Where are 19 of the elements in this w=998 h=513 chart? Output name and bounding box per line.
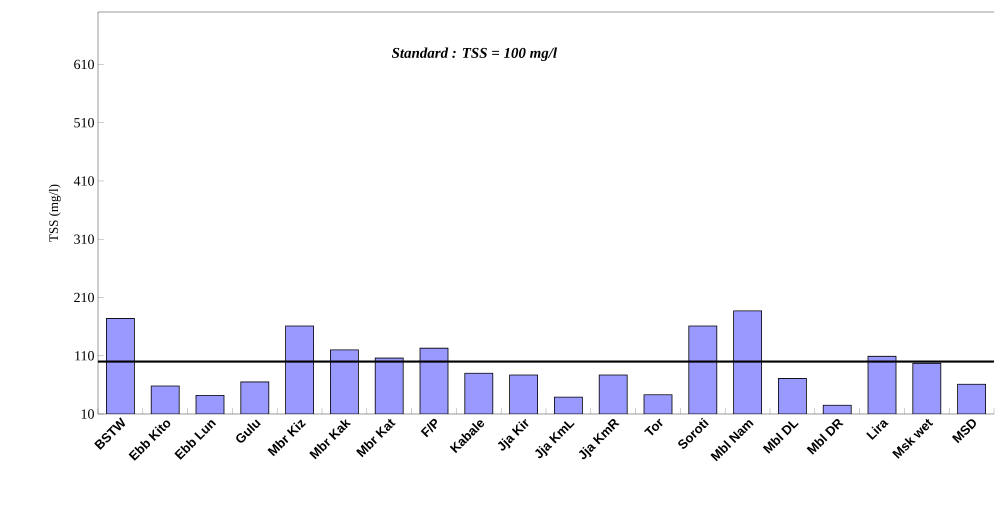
y-tick-label: 10 (82, 409, 94, 419)
x-tick-label: Mbr Kat (356, 418, 396, 458)
x-tick-label: Ebb Kito (128, 420, 170, 461)
x-tick-label: Mbl DR (806, 419, 844, 455)
x-tick-label: Mbr Kak (309, 419, 352, 460)
y-tick-label: 510 (74, 118, 94, 128)
x-tick-label: F/P (420, 418, 437, 438)
annotation: Standard : TSS = 100 mg/l (392, 47, 558, 61)
y-tick-label: 610 (74, 60, 94, 70)
y-tick-label: 210 (74, 292, 94, 302)
x-tick-label: Tor (644, 418, 663, 436)
y-axis-title: TSS (mg/l) (48, 184, 61, 242)
x-tick-label: Lira (866, 420, 889, 440)
y-tick-label: 410 (74, 176, 94, 186)
y-tick-label: 310 (74, 234, 94, 244)
x-tick-label: Jja Kir (498, 419, 529, 451)
x-tick-label: Mbr Kiz (267, 419, 306, 456)
y-tick-label: 110 (75, 351, 94, 360)
x-tick-label: Ebb Lun (174, 420, 216, 460)
